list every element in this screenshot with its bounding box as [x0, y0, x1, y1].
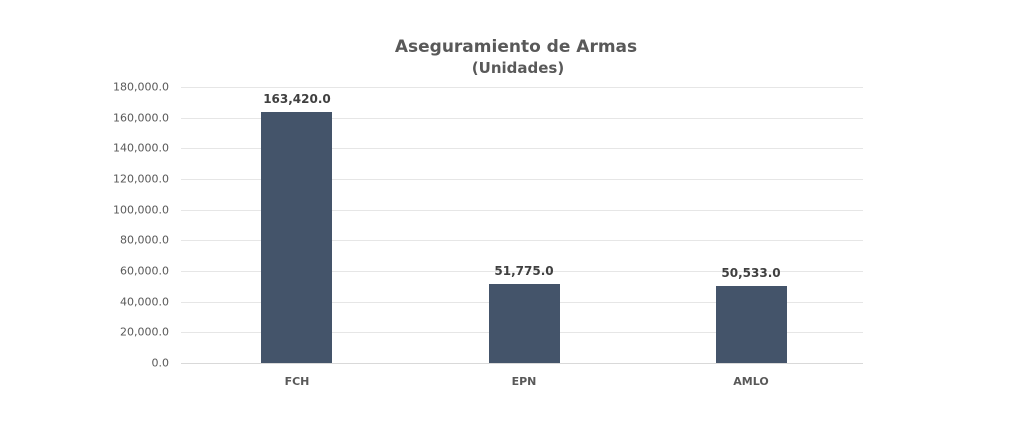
y-tick-label: 120,000.0 [113, 172, 169, 186]
y-tick-label: 180,000.0 [113, 80, 169, 94]
gridline [181, 148, 863, 149]
chart-title: Aseguramiento de Armas [394, 37, 638, 57]
data-label: 163,420.0 [263, 92, 331, 106]
y-tick-label: 0.0 [151, 356, 170, 370]
gridline [181, 179, 863, 180]
y-tick-label: 100,000.0 [113, 203, 169, 217]
y-tick-label: 160,000.0 [113, 111, 169, 125]
y-tick-label: 140,000.0 [113, 141, 169, 155]
gridline [181, 118, 863, 119]
gridline [181, 87, 863, 88]
x-axis-baseline [181, 363, 863, 364]
data-label: 51,775.0 [494, 264, 554, 278]
plot-area: 163,420.0 51,775.0 50,533.0 [181, 87, 863, 364]
x-tick-label: AMLO [733, 375, 769, 388]
y-tick-label: 20,000.0 [120, 325, 169, 339]
gridline [181, 210, 863, 211]
x-tick-label: EPN [511, 375, 537, 388]
gridline [181, 271, 863, 272]
y-tick-label: 80,000.0 [120, 233, 169, 247]
y-tick-label: 40,000.0 [120, 295, 169, 309]
chart-subtitle: (Unidades) [471, 59, 565, 77]
gridline [181, 240, 863, 241]
data-label: 50,533.0 [721, 266, 781, 280]
x-tick-label: FCH [284, 375, 310, 388]
bar-amlo [716, 286, 787, 363]
bar-epn [489, 284, 560, 363]
y-tick-label: 60,000.0 [120, 264, 169, 278]
bar-fch [261, 112, 332, 363]
